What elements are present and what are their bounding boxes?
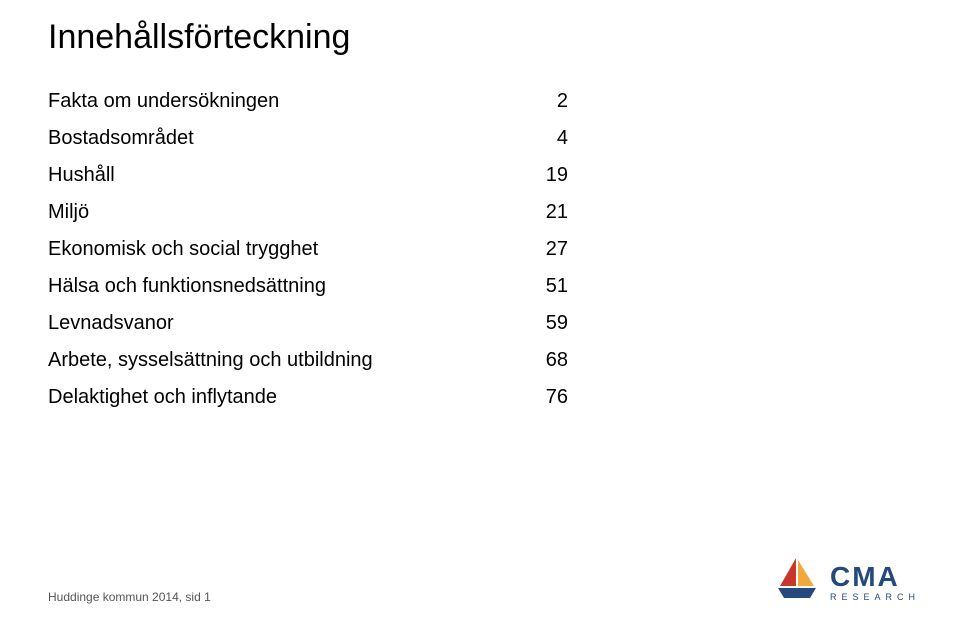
- cma-logo: CMA RESEARCH: [772, 554, 920, 602]
- toc-row: Ekonomisk och social trygghet 27: [48, 238, 568, 261]
- toc-page-number: 59: [528, 312, 568, 335]
- toc-page-number: 21: [528, 201, 568, 224]
- toc-label: Fakta om undersökningen: [48, 90, 528, 113]
- sailboat-icon: [772, 554, 820, 602]
- toc-label: Hushåll: [48, 164, 528, 187]
- toc-label: Miljö: [48, 201, 528, 224]
- toc-label: Hälsa och funktionsnedsättning: [48, 275, 528, 298]
- toc-row: Bostadsområdet 4: [48, 127, 568, 150]
- toc-page-number: 68: [528, 349, 568, 372]
- logo-text: CMA RESEARCH: [830, 563, 920, 602]
- logo-main-text: CMA: [830, 563, 920, 591]
- toc-row: Delaktighet och inflytande 76: [48, 386, 568, 409]
- toc-label: Ekonomisk och social trygghet: [48, 238, 528, 261]
- toc-page-number: 19: [528, 164, 568, 187]
- toc-page-number: 76: [528, 386, 568, 409]
- toc-row: Miljö 21: [48, 201, 568, 224]
- table-of-contents: Fakta om undersökningen 2 Bostadsområdet…: [48, 90, 568, 423]
- toc-label: Levnadsvanor: [48, 312, 528, 335]
- toc-row: Fakta om undersökningen 2: [48, 90, 568, 113]
- toc-row: Levnadsvanor 59: [48, 312, 568, 335]
- footer-text: Huddinge kommun 2014, sid 1: [48, 590, 211, 604]
- toc-page-number: 51: [528, 275, 568, 298]
- toc-label: Arbete, sysselsättning och utbildning: [48, 349, 528, 372]
- logo-sub-text: RESEARCH: [830, 593, 920, 602]
- page: Innehållsförteckning Fakta om undersökni…: [0, 0, 960, 622]
- toc-row: Hushåll 19: [48, 164, 568, 187]
- toc-row: Arbete, sysselsättning och utbildning 68: [48, 349, 568, 372]
- toc-page-number: 4: [528, 127, 568, 150]
- toc-page-number: 2: [528, 90, 568, 113]
- toc-page-number: 27: [528, 238, 568, 261]
- page-title: Innehållsförteckning: [48, 18, 350, 57]
- toc-label: Bostadsområdet: [48, 127, 528, 150]
- toc-row: Hälsa och funktionsnedsättning 51: [48, 275, 568, 298]
- toc-label: Delaktighet och inflytande: [48, 386, 528, 409]
